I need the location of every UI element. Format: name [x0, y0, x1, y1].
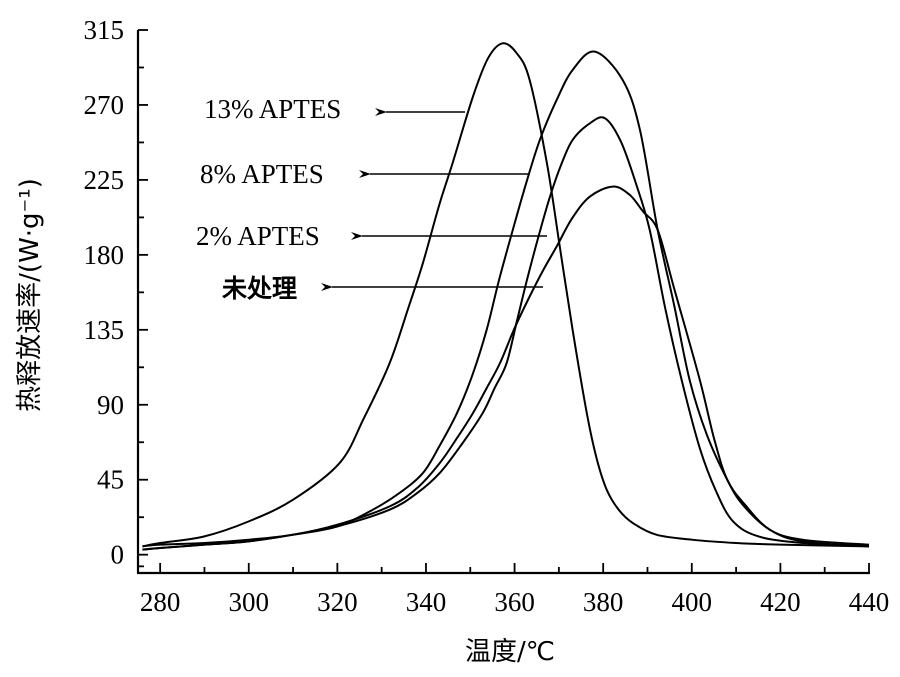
- series-line-2: [142, 116, 870, 551]
- y-axis-title: 热释放速率/(W·g⁻¹): [15, 178, 45, 412]
- y-tick-label: 180: [84, 240, 125, 270]
- y-tick-label: 135: [84, 315, 125, 345]
- x-tick-label: 400: [672, 587, 713, 617]
- x-axis-title: 温度/℃: [465, 637, 555, 667]
- annotation-8-aptes: 8% APTES: [200, 159, 324, 189]
- y-tick-label: 225: [84, 165, 125, 195]
- y-tick-label: 270: [84, 90, 125, 120]
- annotation-2-aptes: 2% APTES: [196, 221, 320, 251]
- annotation-13-aptes: 13% APTES: [204, 94, 341, 124]
- series-line-3: [142, 185, 870, 548]
- x-tick-label: 280: [140, 587, 181, 617]
- y-tick-label: 315: [84, 15, 125, 45]
- x-tick-label: 420: [760, 587, 801, 617]
- x-tick-label: 360: [494, 587, 535, 617]
- axes: [136, 30, 870, 575]
- x-tick-label: 300: [229, 587, 270, 617]
- x-tick-label: 440: [849, 587, 890, 617]
- series-line-0: [142, 42, 870, 548]
- x-tick-label: 320: [317, 587, 358, 617]
- y-tick-label: 45: [97, 465, 124, 495]
- y-tick-label: 90: [97, 390, 124, 420]
- y-tick-label: 0: [111, 540, 125, 570]
- annotation-untreated: 未处理: [222, 274, 297, 303]
- x-tick-label: 340: [406, 587, 447, 617]
- x-tick-label: 380: [583, 587, 624, 617]
